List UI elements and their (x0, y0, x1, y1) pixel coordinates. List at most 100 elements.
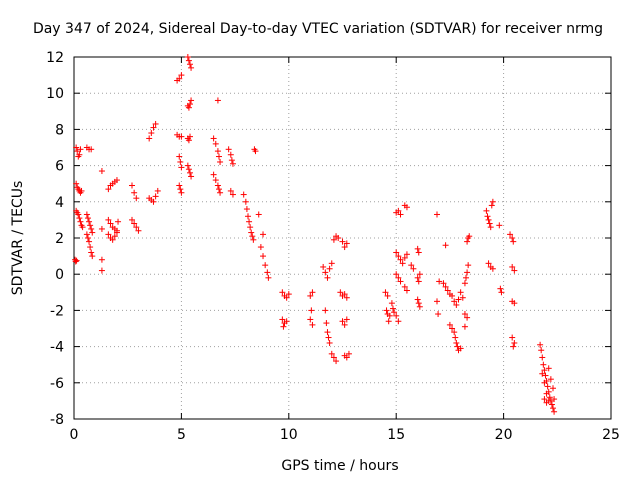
data-point (98, 168, 105, 175)
data-point (186, 169, 193, 176)
data-point (343, 240, 350, 247)
data-point (178, 133, 185, 140)
data-point (550, 405, 557, 412)
data-point (98, 267, 105, 274)
data-point (545, 365, 552, 372)
data-point (451, 329, 458, 336)
data-point (325, 334, 332, 341)
x-tick-label: 10 (280, 427, 298, 443)
data-point (339, 318, 346, 325)
data-point (152, 120, 159, 127)
data-point (345, 350, 352, 357)
data-point (186, 101, 193, 108)
data-point (243, 206, 250, 213)
data-point (539, 354, 546, 361)
data-point (146, 135, 153, 142)
y-tick-label: -6 (50, 376, 64, 392)
data-point (88, 225, 95, 232)
data-point (73, 180, 80, 187)
data-point (185, 104, 192, 111)
data-point (322, 307, 329, 314)
data-point (537, 341, 544, 348)
data-point (484, 213, 491, 220)
data-point (87, 244, 94, 251)
data-point (76, 151, 83, 158)
data-point (246, 218, 253, 225)
data-point (541, 379, 548, 386)
data-point (249, 233, 256, 240)
data-point (115, 218, 122, 225)
data-point (395, 207, 402, 214)
data-point (339, 238, 346, 245)
data-point (489, 198, 496, 205)
data-point (414, 296, 421, 303)
data-point (177, 186, 184, 193)
data-point (283, 294, 290, 301)
data-point (185, 137, 192, 144)
data-point (212, 140, 219, 147)
data-point (446, 321, 453, 328)
data-point (186, 61, 193, 68)
y-tick-label: -4 (50, 340, 64, 356)
data-point (343, 294, 350, 301)
data-point (188, 97, 195, 104)
data-point (385, 318, 392, 325)
data-point (73, 144, 80, 151)
data-point (388, 300, 395, 307)
data-point (78, 187, 85, 194)
data-point (542, 372, 549, 379)
data-point (454, 343, 461, 350)
data-point (83, 231, 90, 238)
data-point (452, 334, 459, 341)
data-point (485, 260, 492, 267)
data-point (507, 231, 514, 238)
data-point (322, 269, 329, 276)
data-point (188, 173, 195, 180)
data-point (416, 303, 423, 310)
data-point (382, 289, 389, 296)
data-point (442, 242, 449, 249)
data-point (309, 321, 316, 328)
data-point (498, 289, 505, 296)
data-point (459, 294, 466, 301)
data-point (436, 278, 443, 285)
data-point (177, 158, 184, 165)
data-point (240, 191, 247, 198)
x-tick-label: 0 (70, 427, 79, 443)
data-point (247, 224, 254, 231)
data-point (75, 211, 82, 218)
data-point (212, 177, 219, 184)
data-point (131, 189, 138, 196)
data-point (128, 216, 135, 223)
data-point (285, 291, 292, 298)
data-point (214, 182, 221, 189)
data-point (543, 390, 550, 397)
data-point (217, 158, 224, 165)
data-point (244, 213, 251, 220)
data-point (386, 312, 393, 319)
data-point (343, 354, 350, 361)
data-point (415, 300, 422, 307)
data-point (461, 280, 468, 287)
data-point (496, 222, 503, 229)
data-point (76, 215, 83, 222)
data-point (148, 130, 155, 137)
data-point (109, 236, 116, 243)
data-point (74, 148, 81, 155)
data-point (89, 253, 96, 260)
data-point (229, 160, 236, 167)
data-point (225, 146, 232, 153)
data-point (105, 186, 112, 193)
data-point (185, 166, 192, 173)
data-point (551, 396, 558, 403)
data-point (98, 256, 105, 263)
data-point (133, 195, 140, 202)
data-point (113, 229, 120, 236)
data-point (98, 225, 105, 232)
data-point (77, 146, 84, 153)
grid-layer (74, 57, 611, 419)
y-axis-label: SDTVAR / TECUs (10, 181, 26, 296)
data-point (410, 265, 417, 272)
data-point (435, 311, 442, 318)
data-point (178, 72, 185, 79)
